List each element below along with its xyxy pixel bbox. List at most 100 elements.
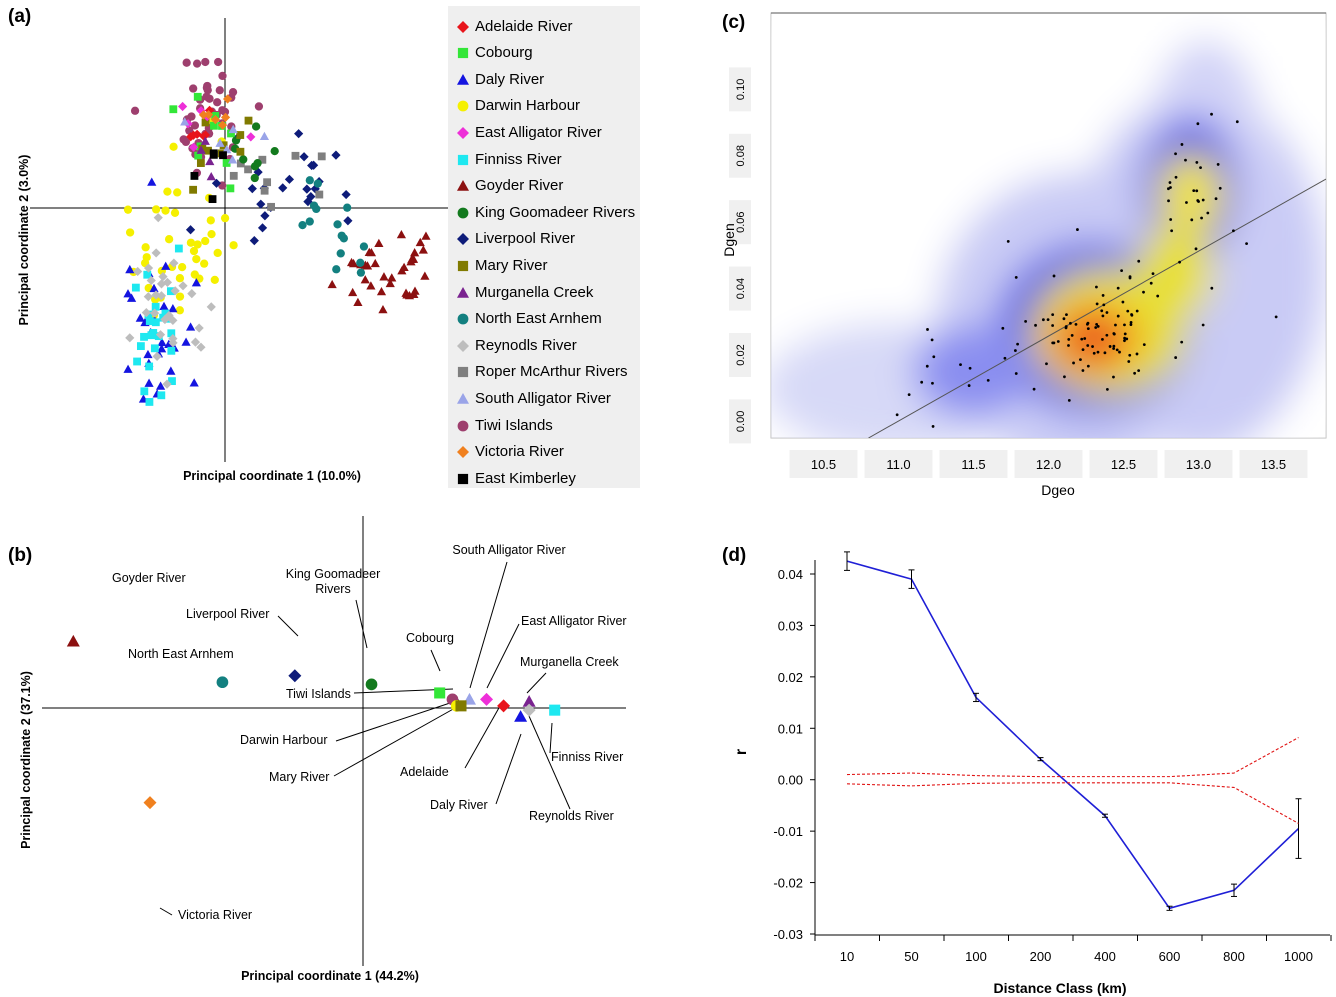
point-darwin-harbour — [229, 241, 238, 250]
point-reynodls-river — [146, 275, 156, 286]
dgen-point — [1206, 211, 1210, 215]
legend-item-adelaide-river: Adelaide River — [456, 13, 573, 39]
point-darwin-harbour — [213, 248, 222, 258]
point-cobourg — [226, 184, 235, 193]
point-murganella-creek — [196, 145, 206, 154]
legend-item-king-goomadeer-rivers: King Goomadeer Rivers — [456, 199, 635, 225]
point-east-kimberley — [219, 151, 227, 160]
ytick-box — [729, 399, 751, 444]
panel-a-points — [123, 57, 431, 406]
point-goyder-river — [366, 281, 376, 290]
dgen-point — [1115, 348, 1119, 352]
point-daly-river — [147, 177, 157, 186]
point-mary-river — [204, 146, 212, 155]
dgen-point — [1095, 322, 1099, 326]
dgen-point — [1105, 388, 1109, 391]
point-murganella-creek — [206, 171, 216, 181]
dgen-point — [931, 381, 934, 385]
point-king-goomadeer-rivers — [239, 155, 248, 164]
dgen-point — [1126, 309, 1130, 313]
label-adelaide-river: Adelaide — [400, 765, 449, 779]
density-blob — [1158, 152, 1224, 239]
ylabel-a: Principal coordinate 2 (3.0%) — [17, 155, 31, 326]
series-upper — [846, 737, 1299, 778]
point-goyder-river — [387, 273, 397, 282]
point-goyder-river — [353, 297, 363, 307]
dgen-point — [1076, 228, 1079, 231]
legend-marker-cobourg — [457, 47, 469, 59]
point-roper-mcarthur-rivers — [263, 178, 272, 187]
dgen-point — [1123, 336, 1127, 340]
panel-d-xticks: 10 50 100 200 400 600 800 1000 — [814, 935, 1332, 964]
point-mary-river — [189, 185, 198, 194]
point-tiwi-islands — [213, 98, 222, 107]
dgen-point — [1016, 342, 1019, 346]
legend-marker-east-kimberley — [457, 473, 469, 484]
dgen-point — [1056, 340, 1060, 343]
xlabel-d: Distance Class (km) — [993, 980, 1126, 996]
point-south-alligator-river — [215, 138, 225, 147]
dgen-point — [931, 425, 935, 428]
point-darwin-harbour — [175, 274, 185, 283]
ytick-label: 0.04 — [778, 567, 803, 582]
panel-a-letter: (a) — [8, 6, 32, 27]
ytick-label: 0.00 — [778, 773, 803, 788]
point-reynodls-river — [151, 248, 161, 258]
legend-symbol — [457, 73, 469, 85]
point-reynodls-river — [133, 266, 143, 277]
dgen-point — [1121, 300, 1125, 304]
dgen-point — [1196, 199, 1200, 202]
point-darwin-harbour — [207, 229, 216, 239]
legend-label: Finniss River — [475, 150, 562, 168]
point-king-goomadeer-rivers — [270, 146, 279, 156]
point-goyder-river — [366, 247, 377, 257]
point-darwin-harbour — [123, 205, 133, 214]
label-king-goomadeer-rivers: Rivers — [315, 582, 350, 596]
legend-label: Victoria River — [475, 443, 564, 461]
legend-symbol — [457, 47, 469, 59]
dgen-point — [1123, 332, 1127, 336]
legend-label: North East Arnhem — [475, 310, 602, 328]
xtick-label: 12.0 — [1036, 457, 1061, 472]
legend-marker-east-alligator-river — [457, 126, 469, 139]
point-north-east-arnhem — [337, 231, 346, 240]
point-victoria-river — [210, 114, 221, 125]
series-lower — [846, 782, 1299, 824]
point-finniss-river — [167, 346, 176, 355]
leader-finniss-river — [549, 722, 553, 754]
point-darwin-harbour — [169, 142, 178, 151]
dgen-point — [1200, 216, 1203, 220]
point-king-goomadeer-rivers — [251, 122, 261, 131]
legend-label: East Alligator River — [475, 123, 602, 141]
point-darwin-harbour — [190, 270, 199, 279]
point-daly-river — [161, 261, 171, 270]
point-finniss-river — [136, 342, 145, 351]
panel-d-line: 0.04 0.03 0.02 0.01 0.00 -0.01 -0.02 -0.03 10 50… — [733, 551, 1332, 996]
xtick-label: 200 — [1030, 949, 1052, 964]
point-south-alligator-river — [228, 124, 238, 134]
point-finniss-river — [140, 387, 149, 396]
dgen-point — [1133, 371, 1137, 375]
ytick-label: 0.06 — [735, 211, 747, 232]
point-darwin-harbour — [206, 216, 215, 225]
point-daly-river — [144, 378, 154, 387]
point-tiwi-islands — [181, 137, 191, 147]
point-finniss-river — [168, 377, 176, 386]
dgen-point — [1170, 229, 1174, 233]
dgen-point — [1112, 344, 1116, 348]
leader-darwin-harbour — [335, 699, 460, 742]
dgen-point — [1196, 122, 1200, 126]
leader-cobourg — [430, 649, 441, 672]
point-north-east-arnhem — [305, 217, 314, 226]
dgen-point — [968, 366, 972, 370]
point-darwin-harbour — [210, 275, 219, 285]
xtick-box — [789, 450, 858, 478]
legend-label: Goyder River — [475, 177, 564, 195]
point-goyder-river — [348, 258, 359, 268]
legend-label: Cobourg — [475, 44, 533, 62]
centroid-liverpool-river — [288, 669, 302, 683]
dgen-point — [1190, 218, 1194, 222]
point-goyder-river — [407, 254, 417, 264]
point-victoria-river — [198, 110, 209, 120]
centroid-king-goomadeer-rivers — [365, 678, 378, 691]
